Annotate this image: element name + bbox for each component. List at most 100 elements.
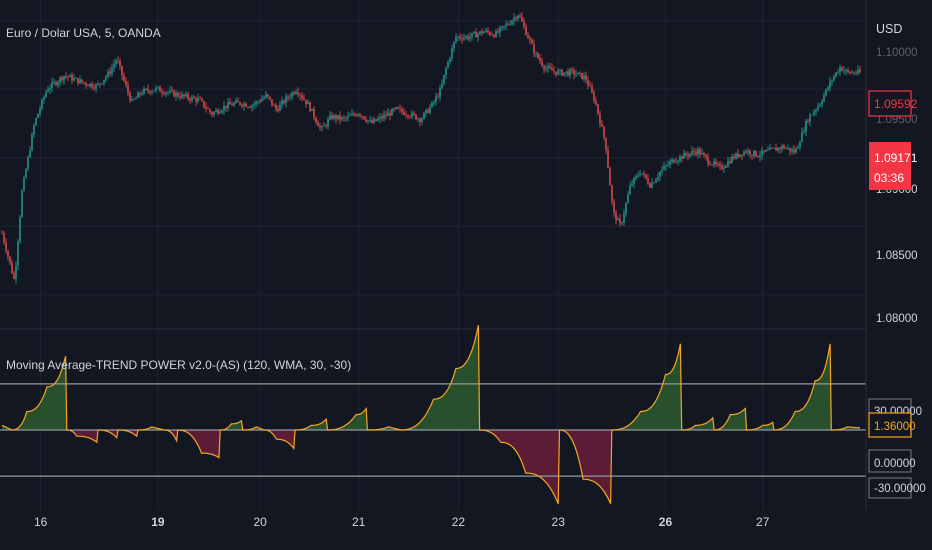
candle-body bbox=[705, 154, 707, 158]
candle-body bbox=[537, 53, 539, 59]
candle-body bbox=[53, 81, 55, 83]
candle-body bbox=[527, 34, 529, 39]
indicator-title[interactable]: Moving Average-TREND POWER v2.0-(AS) (12… bbox=[6, 358, 351, 372]
candle-body bbox=[9, 256, 11, 263]
candle-body bbox=[277, 109, 279, 111]
candle-body bbox=[751, 154, 753, 156]
candle-body bbox=[453, 41, 455, 49]
candle-body bbox=[251, 105, 253, 108]
candle-body bbox=[547, 66, 549, 69]
candle-body bbox=[731, 156, 733, 164]
candle-body bbox=[597, 104, 599, 114]
candle-body bbox=[407, 115, 409, 117]
candle-body bbox=[803, 131, 805, 133]
currency-label[interactable]: USD bbox=[876, 22, 902, 36]
candle-body bbox=[227, 102, 229, 108]
candle-body bbox=[463, 37, 465, 40]
candle-body bbox=[679, 156, 681, 161]
candle-body bbox=[19, 217, 21, 242]
candle-body bbox=[799, 142, 801, 148]
time-tick-label: 23 bbox=[552, 515, 566, 529]
candle-body bbox=[231, 104, 233, 106]
candle-body bbox=[529, 38, 531, 40]
candle-body bbox=[715, 161, 717, 165]
candle-body bbox=[75, 77, 77, 79]
candle-body bbox=[117, 60, 119, 62]
candle-body bbox=[661, 169, 663, 172]
candle-body bbox=[381, 116, 383, 119]
price-candles[interactable] bbox=[1, 12, 861, 284]
candle-body bbox=[7, 251, 9, 257]
candle-body bbox=[41, 99, 43, 109]
candle-body bbox=[681, 156, 683, 159]
candle-body bbox=[59, 77, 61, 83]
candle-body bbox=[335, 115, 337, 120]
candle-body bbox=[459, 36, 461, 39]
candle-body bbox=[743, 151, 745, 156]
positive-area bbox=[301, 419, 328, 430]
symbol-title[interactable]: Euro / Dolar USA, 5, OANDA bbox=[6, 26, 161, 40]
candle-body bbox=[255, 101, 257, 105]
candle-body bbox=[847, 69, 849, 72]
candle-body bbox=[549, 66, 551, 69]
candle-body bbox=[149, 91, 151, 93]
candle-body bbox=[413, 112, 415, 115]
candle-body bbox=[161, 91, 163, 93]
candle-body bbox=[199, 98, 201, 100]
candle-body bbox=[581, 72, 583, 79]
candle-body bbox=[841, 67, 843, 71]
candle-body bbox=[717, 164, 719, 166]
positive-area bbox=[333, 408, 368, 430]
candle-body bbox=[457, 36, 459, 38]
negative-area bbox=[182, 430, 221, 458]
candle-body bbox=[55, 81, 57, 85]
candle-body bbox=[267, 94, 269, 97]
candle-body bbox=[655, 179, 657, 183]
candle-body bbox=[85, 82, 87, 86]
candle-body bbox=[375, 119, 377, 121]
candle-body bbox=[303, 98, 305, 100]
candle-body bbox=[17, 241, 19, 266]
candle-body bbox=[515, 17, 517, 19]
candle-body bbox=[825, 89, 827, 96]
candle-body bbox=[343, 117, 345, 119]
candle-body bbox=[517, 15, 519, 19]
candle-body bbox=[435, 96, 437, 102]
candle-body bbox=[613, 201, 615, 213]
candle-body bbox=[401, 108, 403, 112]
candle-body bbox=[849, 71, 851, 74]
candle-body bbox=[649, 183, 651, 188]
candle-body bbox=[509, 24, 511, 25]
candle-body bbox=[857, 69, 859, 74]
candle-body bbox=[779, 147, 781, 149]
candle-body bbox=[249, 106, 251, 108]
candle-body bbox=[771, 147, 773, 149]
current-price-value: 1.09171 bbox=[874, 151, 918, 165]
time-axis[interactable]: 16 19 20 21 22 23 26 27 bbox=[34, 515, 770, 529]
candle-body bbox=[695, 152, 697, 155]
candle-body bbox=[641, 173, 643, 175]
oscillator-line[interactable] bbox=[1, 325, 861, 505]
candle-body bbox=[625, 202, 627, 214]
candle-body bbox=[491, 34, 493, 36]
candle-body bbox=[23, 177, 25, 191]
candle-body bbox=[503, 26, 505, 27]
bar-countdown: 03:36 bbox=[874, 171, 904, 185]
candle-body bbox=[287, 96, 289, 98]
candle-body bbox=[345, 117, 347, 119]
candle-body bbox=[331, 115, 333, 119]
candle-body bbox=[137, 93, 139, 98]
candle-body bbox=[189, 98, 191, 101]
candle-body bbox=[111, 67, 113, 74]
candle-body bbox=[571, 69, 573, 71]
candle-body bbox=[851, 72, 853, 74]
candle-body bbox=[759, 155, 761, 157]
candle-body bbox=[247, 106, 249, 108]
candle-body bbox=[315, 117, 317, 123]
candle-body bbox=[347, 115, 349, 118]
candle-body bbox=[153, 90, 155, 92]
candle-body bbox=[371, 120, 373, 123]
candle-body bbox=[563, 72, 565, 76]
